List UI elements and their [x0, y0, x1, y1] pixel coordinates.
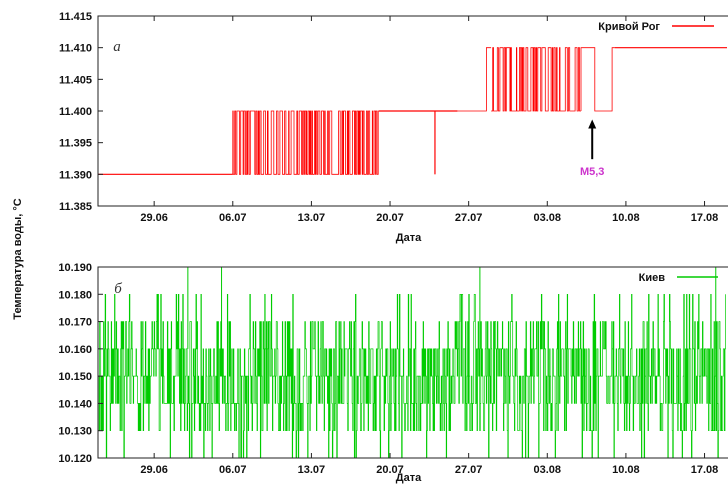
x-tick-label: 20.07 [376, 464, 404, 476]
panel-label: б [114, 281, 122, 297]
y-tick-label: 11.405 [59, 74, 92, 86]
y-tick-label: 10.120 [58, 453, 92, 465]
plot-frame [97, 266, 728, 459]
x-tick-label: 10.08 [612, 464, 640, 476]
y-tick-label: 11.410 [59, 43, 92, 55]
y-tick-label: 10.150 [58, 371, 92, 383]
x-tick-label: 13.07 [298, 464, 326, 476]
x-tick-label: 20.07 [376, 212, 404, 224]
y-tick-label: 11.385 [59, 201, 92, 213]
annotation-arrowhead [588, 119, 597, 129]
y-tick-label: 11.395 [59, 138, 92, 150]
series-segment-5 [580, 47, 615, 112]
x-tick-label: 13.07 [298, 212, 326, 224]
y-tick-label: 10.130 [58, 426, 92, 438]
x-tick-label: 29.06 [140, 212, 168, 224]
x-tick-label: 06.07 [219, 464, 247, 476]
y-axis-label: Температура воды, °C [12, 198, 24, 319]
chart-panel-0: 11.385 11.390 11.395 11.400 11.405 11.410 11.4… [59, 11, 728, 244]
y-tick-label: 10.190 [58, 262, 92, 274]
y-tick-label: 10.140 [58, 398, 92, 410]
series-noise [98, 293, 726, 459]
y-tick-label: 10.160 [58, 344, 92, 356]
chart-panel-1: 10.120 10.130 10.140 10.150 10.160 10.170 10.1… [58, 262, 728, 484]
x-tick-label: 27.07 [455, 464, 483, 476]
series-segment-3 [457, 47, 492, 112]
y-tick-label: 10.170 [58, 317, 92, 329]
x-tick-label: 03.08 [534, 212, 562, 224]
y-tick-label: 11.390 [59, 169, 92, 181]
x-tick-label: 29.06 [140, 464, 168, 476]
x-tick-label: 27.07 [455, 212, 483, 224]
x-tick-label: 17.08 [691, 464, 719, 476]
y-tick-label: 10.180 [58, 289, 92, 301]
y-tick-label: 11.415 [59, 11, 92, 23]
x-tick-label: 03.08 [534, 464, 562, 476]
series-segment-1 [232, 110, 379, 175]
panel-label: а [113, 39, 121, 55]
series-segment-4 [491, 47, 581, 112]
legend-label: Киев [639, 272, 666, 284]
x-axis-label: Дата [396, 232, 422, 244]
y-tick-label: 11.400 [59, 106, 92, 118]
x-tick-label: 10.08 [612, 212, 640, 224]
x-tick-label: 06.07 [219, 212, 247, 224]
legend-label: Кривой Рог [598, 21, 660, 33]
annotation-label: M5,3 [580, 166, 604, 178]
x-axis-label: Дата [396, 472, 422, 484]
x-tick-label: 17.08 [691, 212, 719, 224]
